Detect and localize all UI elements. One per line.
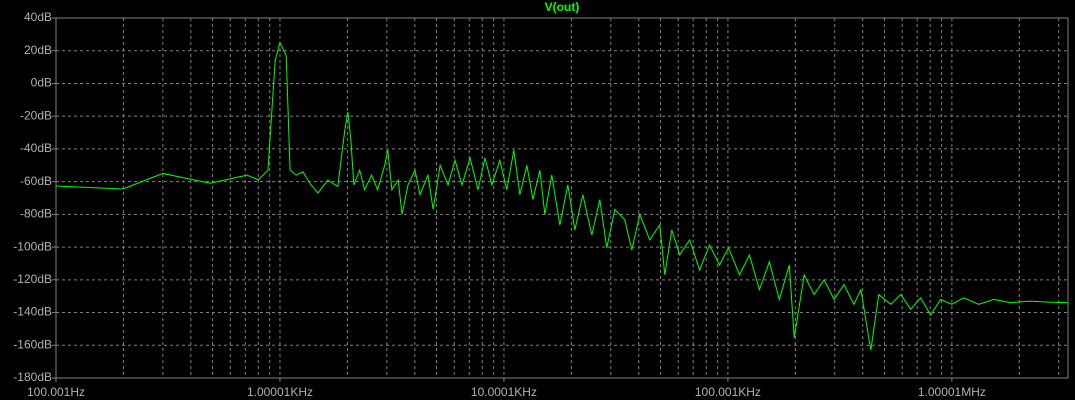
x-tick-label: 100.001Hz bbox=[27, 385, 85, 399]
y-tick-label: -120dB bbox=[13, 272, 52, 286]
x-tick-label: 1.00001KHz bbox=[247, 385, 313, 399]
y-tick-label: 0dB bbox=[31, 76, 52, 90]
y-tick-label: 40dB bbox=[24, 10, 52, 24]
chart-title: V(out) bbox=[545, 0, 580, 14]
y-tick-label: -180dB bbox=[13, 370, 52, 384]
y-tick-label: -160dB bbox=[13, 337, 52, 351]
trace bbox=[55, 41, 1069, 351]
plot-frame bbox=[55, 17, 1069, 379]
y-tick-label: -60dB bbox=[20, 174, 52, 188]
y-tick-label: -100dB bbox=[13, 239, 52, 253]
y-tick-label: -20dB bbox=[20, 108, 52, 122]
x-tick-label: 10.0001KHz bbox=[471, 385, 537, 399]
y-tick-label: 20dB bbox=[24, 43, 52, 57]
y-tick-label: -80dB bbox=[20, 207, 52, 221]
y-tick-label: -40dB bbox=[20, 141, 52, 155]
x-tick-label: 100.001KHz bbox=[695, 385, 761, 399]
y-tick-label: -140dB bbox=[13, 305, 52, 319]
x-tick-label: 1.00001MHz bbox=[918, 385, 986, 399]
